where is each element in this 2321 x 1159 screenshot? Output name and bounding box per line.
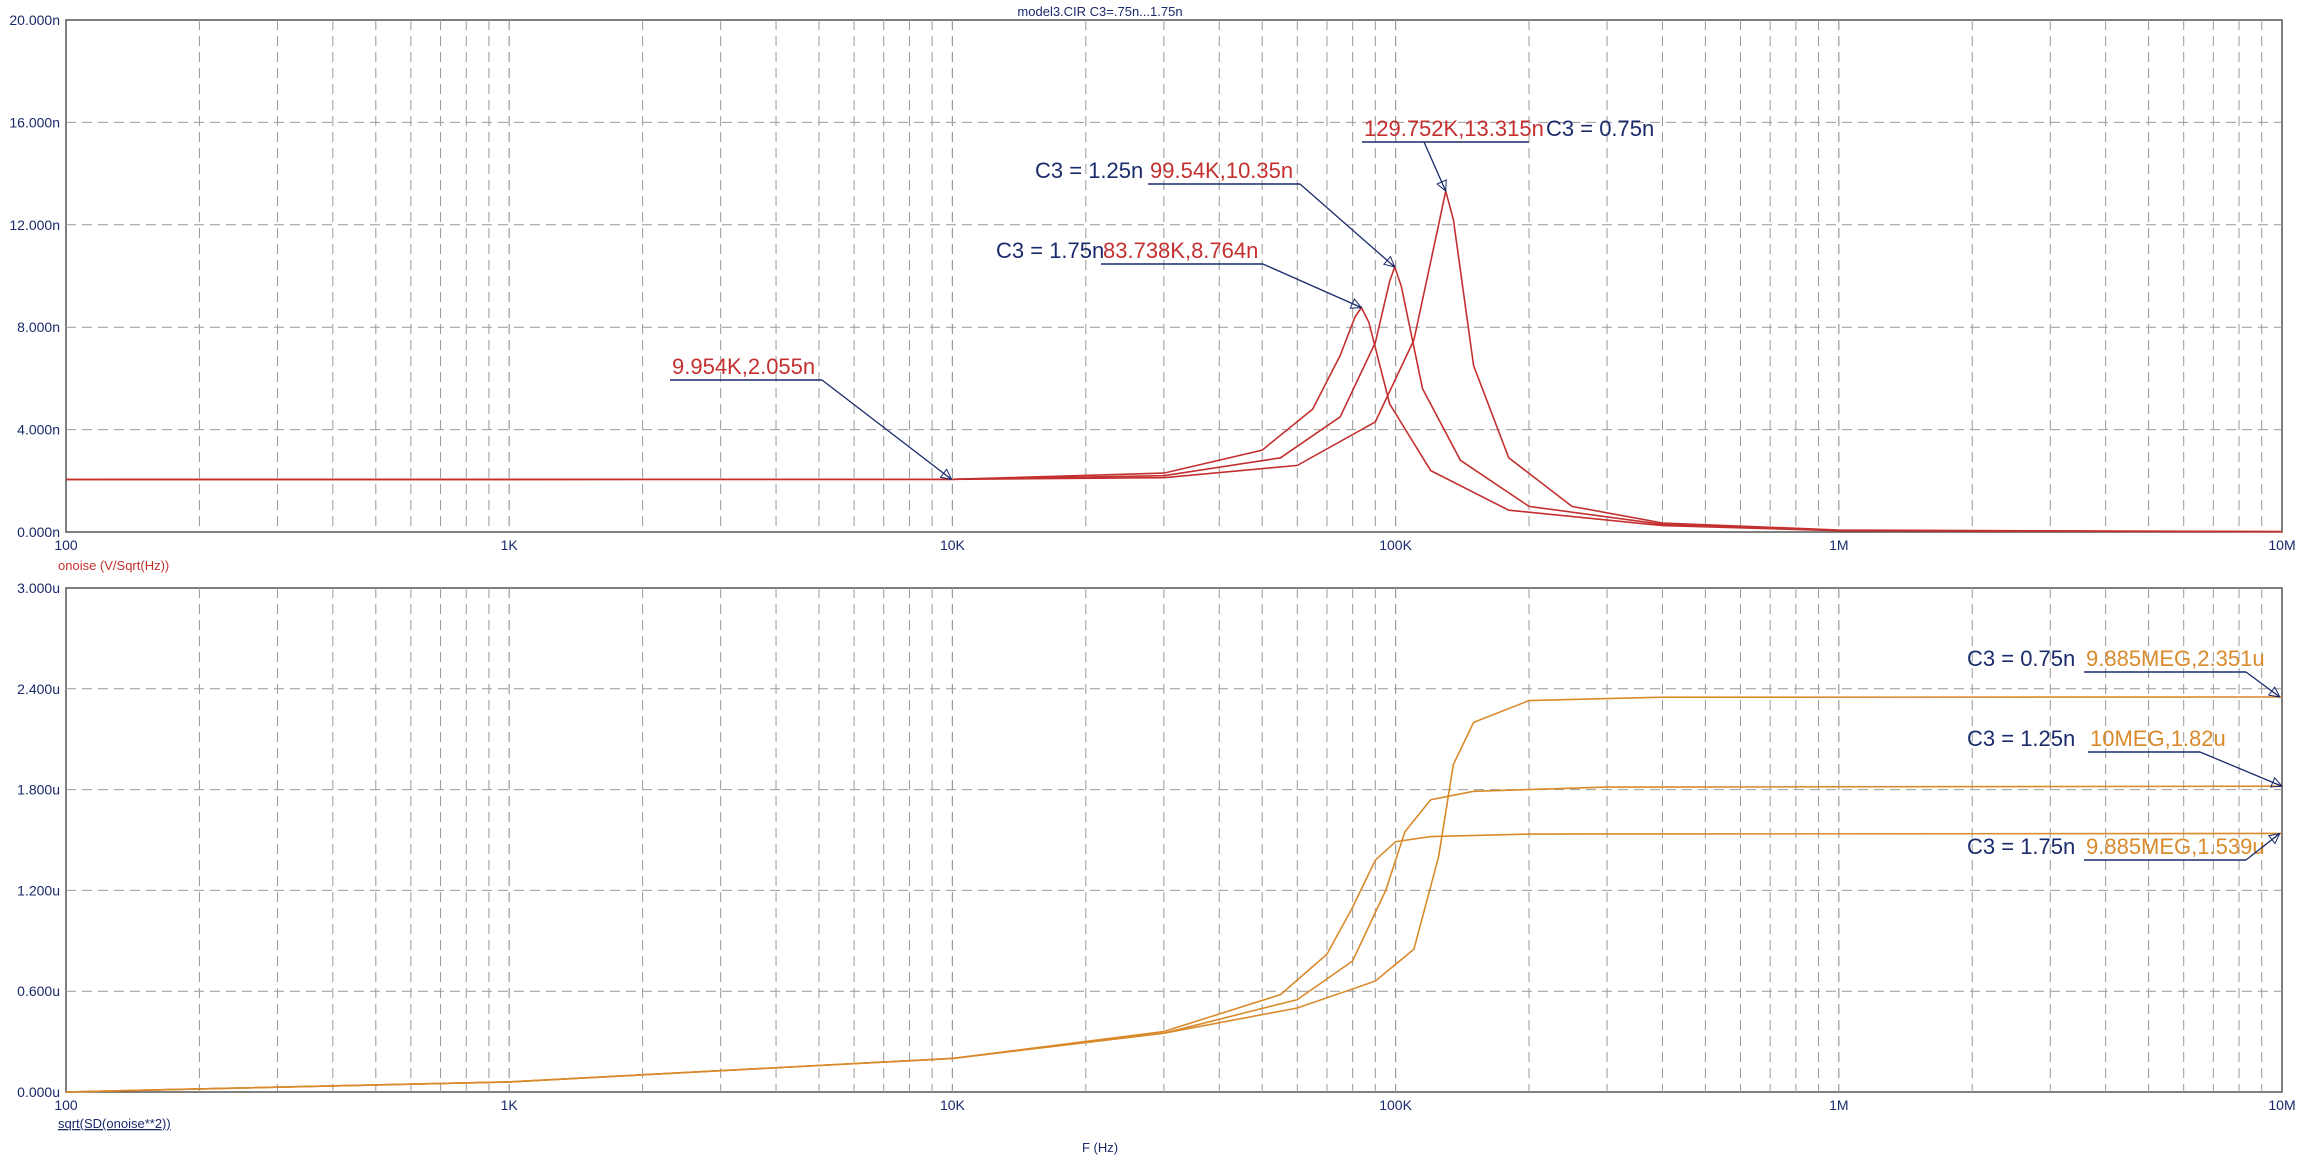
marker-value-label: 9.885MEG,2.351u <box>2086 646 2265 671</box>
series-c3-label: C3 = 1.75n <box>1967 834 2075 859</box>
x-tick-label: 1M <box>1829 1097 1848 1113</box>
y-axis-label: onoise (V/Sqrt(Hz)) <box>58 558 169 573</box>
x-tick-label: 100K <box>1379 537 1412 553</box>
chart-title: model3.CIR C3=.75n...1.75n <box>1017 4 1182 19</box>
marker-arrowhead <box>2270 776 2284 788</box>
x-axis-label: F (Hz) <box>1082 1140 1118 1155</box>
marker-value-label: 83.738K,8.764n <box>1103 238 1258 263</box>
marker-value-label: 129.752K,13.315n <box>1364 116 1544 141</box>
series-line <box>65 306 2283 533</box>
series-c3-label: C3 = 1.75n <box>996 238 1104 263</box>
series-line <box>65 832 2283 1093</box>
series-c3-label: C3 = 1.25n <box>1035 158 1143 183</box>
marker-arrow <box>1262 263 1362 309</box>
x-tick-label: 1K <box>501 537 519 553</box>
plot-frame <box>65 19 2283 533</box>
y-tick-label: 8.000n <box>17 319 60 335</box>
marker-arrow <box>2245 671 2281 698</box>
y-tick-label: 16.000n <box>9 114 60 130</box>
x-tick-label: 1K <box>501 1097 519 1113</box>
marker-value-label: 9.885MEG,1.539u <box>2086 834 2265 859</box>
x-tick-label: 1M <box>1829 537 1848 553</box>
marker-arrowhead <box>2267 686 2281 698</box>
y-tick-label: 4.000n <box>17 422 60 438</box>
x-tick-label: 10M <box>2268 1097 2295 1113</box>
x-tick-label: 100K <box>1379 1097 1412 1113</box>
y-axis-label: sqrt(SD(onoise**2)) <box>58 1116 171 1131</box>
marker-arrowhead <box>1436 179 1447 193</box>
series-line <box>65 264 2283 533</box>
y-tick-label: 1.200u <box>17 882 60 898</box>
series-c3-label: C3 = 0.75n <box>1967 646 2075 671</box>
x-tick-label: 10M <box>2268 537 2295 553</box>
y-tick-label: 2.400u <box>17 681 60 697</box>
x-tick-label: 10K <box>940 537 966 553</box>
marker-arrow <box>2245 832 2281 861</box>
marker-value-label: 9.954K,2.055n <box>672 354 815 379</box>
y-tick-label: 0.600u <box>17 983 60 999</box>
y-tick-label: 1.800u <box>17 782 60 798</box>
series-line <box>65 785 2283 1093</box>
series-line <box>65 696 2283 1093</box>
marker-arrow <box>821 379 952 480</box>
x-tick-label: 100 <box>54 537 78 553</box>
y-tick-label: 20.000n <box>9 12 60 28</box>
y-tick-label: 3.000u <box>17 580 60 596</box>
y-tick-label: 0.000n <box>17 524 60 540</box>
marker-arrowhead <box>1382 255 1396 268</box>
series-c3-label: C3 = 1.25n <box>1967 726 2075 751</box>
x-tick-label: 10K <box>940 1097 966 1113</box>
marker-arrow <box>1423 141 1447 192</box>
marker-arrowhead <box>2267 832 2281 845</box>
marker-arrow <box>2199 751 2283 787</box>
series-c3-label: C3 = 0.75n <box>1546 116 1654 141</box>
marker-arrowhead <box>1349 298 1363 309</box>
y-tick-label: 12.000n <box>9 217 60 233</box>
marker-arrow <box>1299 183 1396 268</box>
marker-value-label: 10MEG,1.82u <box>2090 726 2226 751</box>
x-tick-label: 100 <box>54 1097 78 1113</box>
plot-frame <box>65 587 2283 1093</box>
marker-arrowhead <box>939 468 953 481</box>
onoise-plot: 0.000n 4.000n 8.000n 12.000n 16.000n 20.000n 1… <box>9 12 2295 573</box>
y-tick-label: 0.000u <box>17 1084 60 1100</box>
marker-value-label: 99.54K,10.35n <box>1150 158 1293 183</box>
integrated-noise-plot: 0.000u 0.600u 1.200u 1.800u 2.400u 3.000u 100 1… <box>17 580 2295 1131</box>
